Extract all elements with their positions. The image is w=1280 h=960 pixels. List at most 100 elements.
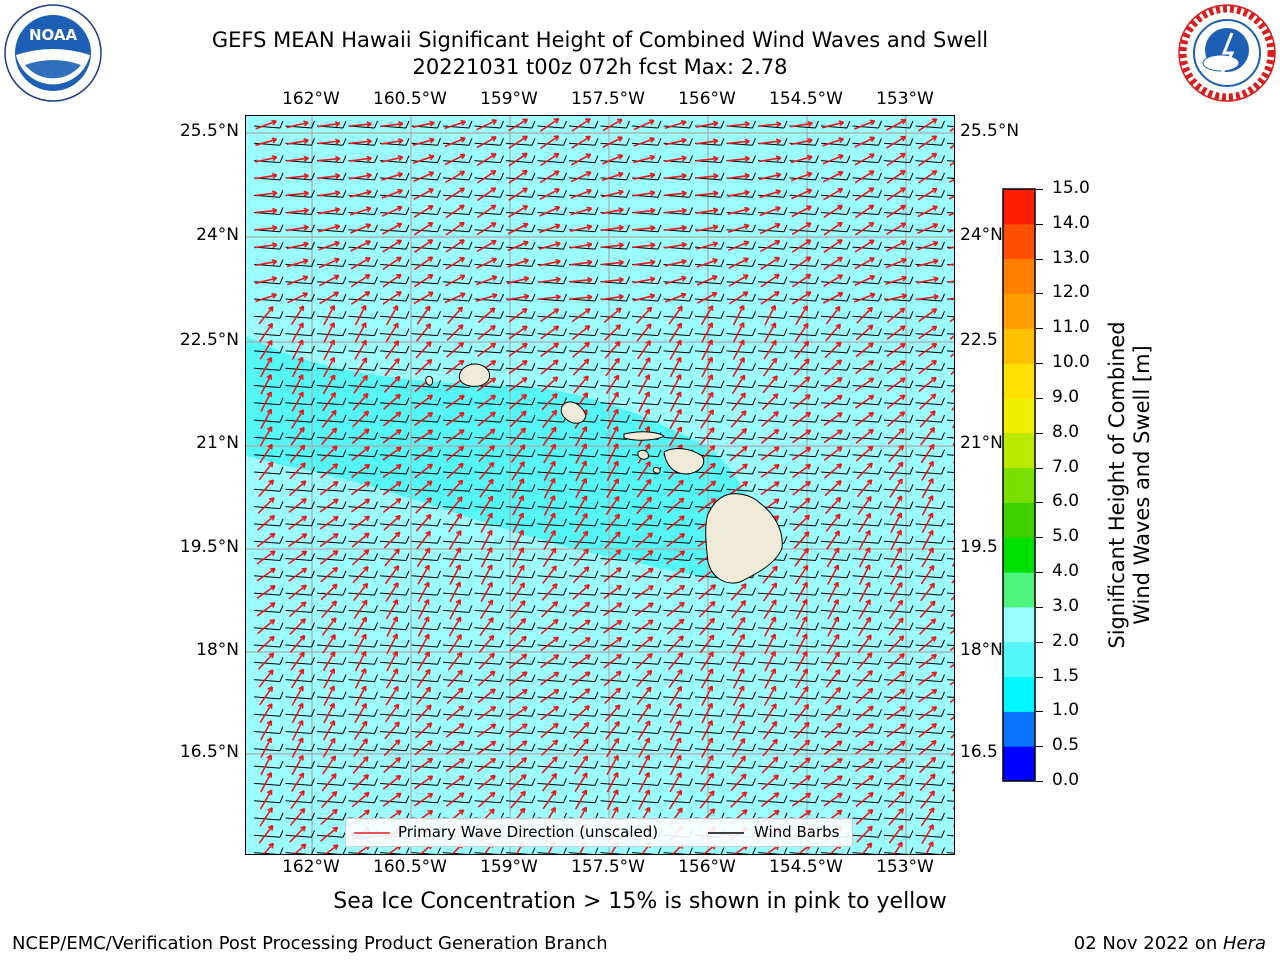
wind-barb (852, 674, 882, 683)
wind-barb (537, 172, 567, 181)
wave-direction-arrow (319, 515, 339, 530)
wave-direction-arrow (791, 291, 812, 305)
wind-barb (915, 172, 945, 181)
wind-barb (411, 328, 441, 337)
wave-direction-arrow (638, 789, 651, 810)
wind-barb (726, 726, 756, 734)
wind-barb (537, 536, 567, 544)
wind-barb (852, 397, 882, 406)
wave-direction-arrow (668, 426, 683, 447)
wave-direction-arrow (920, 790, 936, 809)
wave-direction-arrow (350, 223, 372, 234)
wind-barb (442, 536, 473, 544)
wave-direction-arrow (447, 496, 463, 515)
wave-direction-arrow (790, 137, 813, 146)
wave-direction-arrow (886, 307, 906, 323)
wind-barb (505, 553, 536, 561)
map-legend: Primary Wave Direction (unscaled) Wind B… (345, 818, 853, 847)
wave-direction-arrow (918, 671, 938, 686)
wave-direction-arrow (919, 410, 936, 428)
wave-direction-arrow (669, 720, 682, 741)
wave-direction-arrow (480, 512, 493, 533)
wind-barb (883, 709, 914, 717)
wind-barb (852, 276, 882, 285)
wave-direction-arrow (289, 618, 306, 636)
wind-barb (316, 709, 347, 717)
wave-direction-arrow (823, 239, 843, 253)
wind-barb (568, 328, 599, 337)
wind-barb (726, 276, 756, 285)
wind-barb (285, 570, 315, 579)
wind-barb (316, 795, 347, 804)
wind-barb (789, 224, 819, 233)
wind-barb (726, 622, 756, 631)
wave-direction-arrow (541, 583, 558, 601)
wave-direction-arrow (601, 276, 624, 283)
longitude-label-top: 153°W (876, 89, 934, 109)
wave-direction-arrow (444, 274, 466, 287)
wave-direction-arrow (633, 293, 656, 302)
colorbar-segment (1003, 363, 1035, 399)
wind-barb (852, 224, 882, 233)
wind-barb (600, 709, 630, 717)
wave-direction-arrow (508, 307, 528, 323)
wave-direction-arrow (414, 412, 434, 427)
wind-barb (442, 414, 473, 423)
wave-direction-arrow (260, 720, 273, 741)
wave-direction-arrow (414, 757, 434, 773)
wave-direction-arrow (701, 356, 713, 378)
wave-direction-arrow (257, 652, 275, 670)
wind-barb (411, 639, 441, 648)
wind-barb (600, 691, 630, 700)
wave-direction-arrow (384, 565, 400, 585)
colorbar-tick-mark (1036, 223, 1043, 225)
wave-direction-arrow (762, 565, 778, 584)
wave-direction-arrow (286, 241, 309, 250)
wave-direction-arrow (856, 670, 874, 687)
wind-barb (442, 795, 473, 804)
wave-direction-arrow (823, 757, 843, 773)
wind-barb (442, 726, 473, 734)
wave-direction-arrow (887, 635, 905, 653)
wind-barb (348, 484, 378, 492)
wave-direction-arrow (633, 154, 656, 164)
wave-direction-arrow (507, 258, 530, 268)
wind-barb (820, 466, 851, 475)
colorbar-tick-mark (1036, 641, 1043, 643)
wave-direction-arrow (445, 359, 465, 375)
wind-barb (474, 259, 504, 267)
wind-barb (631, 120, 662, 129)
wave-direction-arrow (697, 480, 717, 496)
wave-direction-arrow (322, 634, 336, 654)
wind-barb (568, 622, 599, 631)
wave-direction-arrow (823, 394, 843, 409)
wave-direction-arrow (795, 581, 808, 603)
wind-barb (379, 622, 410, 631)
wave-direction-arrow (603, 567, 622, 583)
wave-direction-arrow (823, 463, 843, 479)
wave-direction-arrow (538, 258, 561, 267)
wind-barb (883, 224, 914, 233)
wave-direction-arrow (701, 685, 714, 706)
wind-barb (663, 553, 693, 561)
wind-barb (379, 691, 410, 700)
wave-direction-arrow (476, 136, 497, 149)
wave-direction-arrow (823, 204, 843, 219)
wind-barb (852, 587, 882, 596)
wind-barb (505, 743, 536, 752)
wave-direction-arrow (414, 775, 434, 790)
wave-direction-arrow (386, 616, 398, 637)
wind-barb (505, 397, 536, 406)
wind-barb (883, 138, 914, 146)
wave-direction-arrow (732, 668, 745, 689)
colorbar-segment (1003, 293, 1035, 329)
wave-direction-arrow (890, 512, 903, 533)
colorbar-tick-label: 11.0 (1052, 317, 1090, 338)
wind-barb (411, 622, 441, 631)
wave-direction-arrow (822, 120, 845, 129)
wave-direction-arrow (666, 532, 686, 548)
wind-barb (474, 760, 504, 769)
wind-barb (820, 241, 851, 250)
wave-direction-arrow (413, 239, 434, 253)
wind-barb (442, 311, 473, 319)
